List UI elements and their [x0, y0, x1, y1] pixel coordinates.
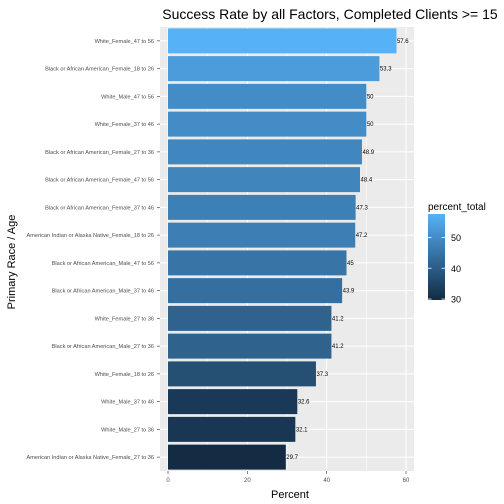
bar: [168, 444, 286, 470]
legend: percent_total 30 40 50: [428, 202, 486, 305]
bar: [168, 250, 347, 276]
bar: [168, 305, 332, 331]
x-tick-label: 20: [244, 478, 251, 484]
data-label: 41.2: [332, 316, 344, 322]
data-label: 50: [367, 94, 374, 100]
data-label: 43.9: [343, 289, 355, 295]
bar: [168, 389, 298, 415]
x-axis-ticks: 0 20 40 60: [166, 471, 410, 484]
x-axis-title: Percent: [271, 489, 309, 501]
legend-ticks: 30 40 50: [428, 233, 461, 305]
legend-tick-label: 50: [451, 233, 461, 243]
legend-tick-label: 30: [451, 295, 461, 305]
data-label: 50: [367, 122, 374, 128]
y-axis-title: Primary Race / Age: [6, 215, 18, 310]
bar: [168, 333, 332, 359]
category-label: Black or African American_Female_37 to 4…: [45, 205, 154, 211]
legend-title: percent_total: [428, 202, 486, 213]
category-label: White_Female_27 to 36: [95, 316, 154, 322]
bar: [168, 194, 356, 220]
data-label: 32.1: [296, 427, 308, 433]
category-label: American Indian or Alaska Native_Female_…: [27, 233, 154, 239]
category-label: Black or African American_Male_27 to 36: [52, 344, 154, 350]
bar: [168, 111, 367, 137]
legend-tick-label: 40: [451, 264, 461, 274]
bars: 57.6 53.3 50 50 48.9 48.4 47.3 47.2 45 43.9 41.2 41…: [168, 28, 409, 470]
bar: [168, 167, 360, 193]
bar: [168, 278, 343, 304]
category-label: Black or African American_Male_47 to 56: [52, 261, 154, 267]
chart-title: Success Rate by all Factors, Completed C…: [162, 6, 498, 22]
category-label: White_Male_27 to 36: [101, 427, 154, 433]
data-label: 37.3: [316, 372, 328, 378]
category-label: White_Female_47 to 56: [95, 39, 154, 45]
data-label: 29.7: [286, 455, 298, 461]
data-label: 41.2: [332, 344, 344, 350]
bar: [168, 83, 367, 109]
category-label: Black or African American_Female_18 to 2…: [45, 67, 154, 73]
data-label: 53.3: [380, 67, 392, 73]
data-label: 48.9: [362, 150, 374, 156]
category-label: American Indian or Alaska Native_Female_…: [27, 455, 154, 461]
bar: [168, 28, 397, 54]
x-tick-label: 0: [166, 478, 170, 484]
category-label: Black or African American_Female_27 to 3…: [45, 150, 154, 156]
x-tick-label: 40: [323, 478, 330, 484]
category-label: White_Female_18 to 26: [95, 372, 154, 378]
category-label: White_Male_47 to 56: [101, 94, 154, 100]
category-labels: White_Female_47 to 56 Black or African Am…: [27, 39, 160, 461]
data-label: 47.3: [356, 205, 368, 211]
category-label: White_Female_37 to 46: [95, 122, 154, 128]
bar: [168, 56, 380, 82]
bar: [168, 361, 316, 387]
category-label: White_Male_37 to 46: [101, 400, 154, 406]
data-label: 48.4: [360, 178, 372, 184]
category-label: Black or African American_Male_37 to 46: [52, 289, 154, 295]
bar: [168, 416, 296, 442]
data-label: 45: [347, 261, 354, 267]
data-label: 57.6: [397, 39, 409, 45]
x-tick-label: 60: [403, 478, 410, 484]
data-label: 32.6: [298, 400, 310, 406]
bar: [168, 222, 356, 248]
bar: [168, 139, 362, 165]
data-label: 47.2: [356, 233, 368, 239]
category-label: Black or African American_Female_47 to 5…: [45, 178, 154, 184]
legend-colorbar: [428, 214, 445, 300]
